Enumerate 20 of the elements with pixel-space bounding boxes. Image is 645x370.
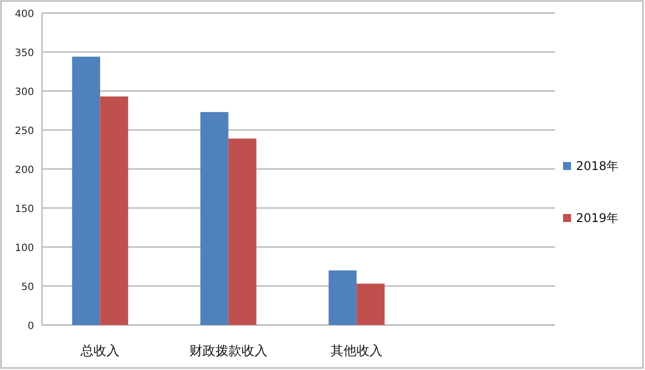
y-tick-label: 0 xyxy=(28,321,34,332)
bar xyxy=(72,56,100,325)
y-tick-label: 400 xyxy=(14,9,34,20)
bar xyxy=(356,284,385,325)
legend-label: 2018年 xyxy=(576,159,619,173)
y-tick-label: 150 xyxy=(14,204,34,215)
y-tick-label: 300 xyxy=(14,87,34,98)
y-tick-label: 250 xyxy=(14,126,34,137)
bar xyxy=(100,96,128,325)
x-tick-label: 其他收入 xyxy=(330,344,383,359)
y-tick-label: 50 xyxy=(21,282,34,293)
x-tick-label: 财政拨款收入 xyxy=(189,344,268,359)
legend-label: 2019年 xyxy=(576,211,619,225)
bar xyxy=(228,138,256,325)
y-tick-label: 350 xyxy=(14,48,34,59)
bar xyxy=(328,270,357,325)
bar xyxy=(200,112,228,325)
y-tick-label: 100 xyxy=(14,243,34,254)
y-tick-label: 200 xyxy=(14,165,34,176)
x-tick-label: 总收入 xyxy=(80,344,120,359)
